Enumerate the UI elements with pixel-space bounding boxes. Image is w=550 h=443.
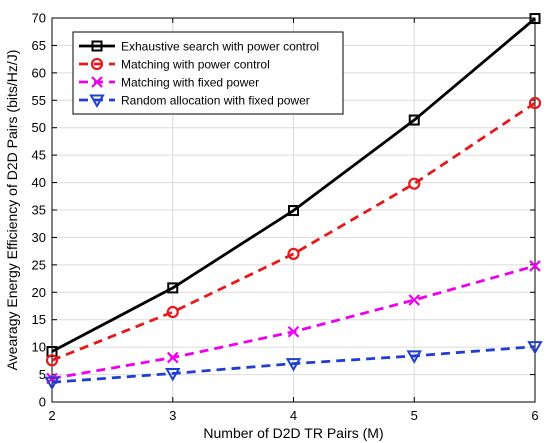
data-point	[44, 376, 60, 391]
legend-entry: Matching with fixed power	[79, 76, 259, 90]
x-tick-label: 6	[531, 408, 538, 423]
y-tick-label: 35	[32, 203, 46, 218]
series-4	[44, 341, 543, 391]
series-line	[51, 345, 536, 384]
y-tick-label: 25	[32, 257, 46, 272]
series-2	[45, 96, 542, 367]
legend-label: Matching with fixed power	[121, 76, 259, 90]
x-tick-label: 2	[48, 408, 55, 423]
data-point	[528, 96, 542, 110]
legend-marker	[90, 57, 104, 71]
legend-marker	[91, 40, 103, 52]
legend-label: Matching with power control	[121, 58, 270, 72]
y-tick-label: 20	[32, 285, 46, 300]
y-tick-label: 65	[32, 38, 46, 53]
data-point	[408, 114, 420, 126]
y-tick-label: 45	[32, 148, 46, 163]
legend-label: Exhaustive search with power control	[121, 40, 319, 54]
x-tick-label: 4	[290, 408, 297, 423]
series-line	[51, 101, 536, 362]
y-tick-label: 55	[32, 93, 46, 108]
data-point	[166, 305, 179, 319]
x-tick-label: 5	[411, 408, 418, 423]
legend: Exhaustive search with power control Matc…	[72, 31, 344, 115]
y-tick-label: 70	[32, 11, 46, 26]
legend-label: Random allocation with fixed power	[121, 94, 310, 108]
y-tick-label: 30	[32, 230, 46, 245]
data-point	[167, 282, 179, 294]
y-tick-label: 10	[32, 340, 46, 355]
legend-marker	[91, 76, 103, 88]
data-point	[408, 294, 421, 306]
data-point	[45, 354, 59, 367]
legend-entry: Random allocation with fixed power	[79, 94, 310, 109]
data-point	[165, 367, 181, 382]
data-point	[529, 260, 541, 272]
data-point	[288, 205, 299, 217]
y-tick-label: 15	[32, 312, 46, 327]
data-point	[406, 350, 422, 364]
y-tick-label: 0	[39, 395, 46, 410]
legend-marker	[89, 94, 105, 109]
data-point	[408, 177, 421, 190]
series-line	[51, 17, 536, 353]
y-axis-title: Avearagy Energy Efficiency of D2D Pairs …	[4, 50, 20, 371]
x-tick-label: 3	[169, 408, 176, 423]
legend-box	[72, 31, 344, 115]
data-point	[285, 358, 302, 372]
series-layer	[44, 13, 543, 391]
x-axis-title: Number of D2D TR Pairs (M)	[203, 425, 383, 441]
data-point	[166, 351, 179, 364]
data-point	[287, 326, 300, 338]
data-point	[287, 247, 300, 260]
y-tick-label: 60	[32, 65, 46, 80]
data-point	[527, 341, 543, 355]
legend-entry: Exhaustive search with power control	[79, 40, 319, 54]
legend-entry: Matching with power control	[79, 58, 270, 72]
y-tick-label: 50	[32, 120, 46, 135]
data-point	[529, 13, 541, 25]
y-tick-label: 40	[32, 175, 46, 190]
y-tick-label: 5	[39, 367, 46, 382]
